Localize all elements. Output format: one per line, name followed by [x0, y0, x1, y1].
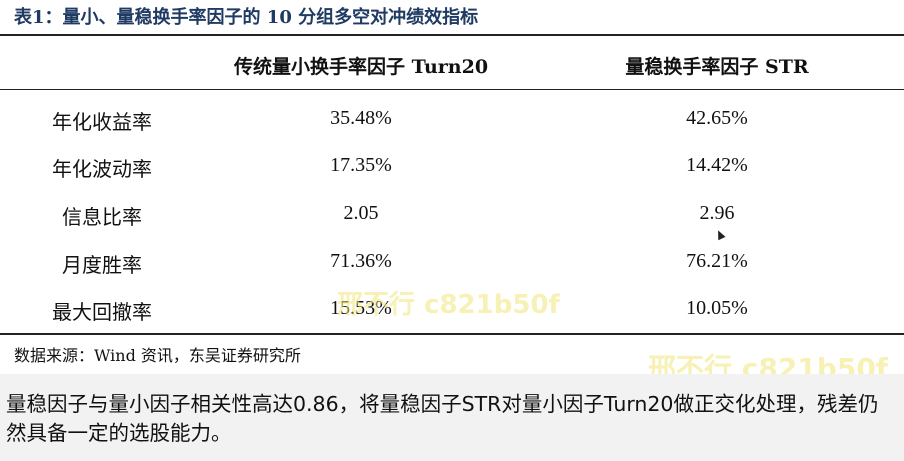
table-bottom-rule: [0, 333, 904, 335]
column-header-str: 量稳换手率因子 STR: [625, 56, 809, 78]
caption-text: 量稳因子与量小因子相关性高达0.86，将量稳因子STR对量小因子Turn20做正…: [6, 392, 879, 445]
caption-band: [0, 374, 904, 461]
cell-max-drawdown-str: 10.05%: [686, 297, 748, 319]
table-top-rule: [0, 34, 904, 36]
cell-information-ratio-str: 2.96: [699, 202, 735, 224]
data-source-note: 数据来源：Wind 资讯，东吴证券研究所: [14, 346, 301, 365]
cell-annual-return-turn20: 35.48%: [330, 107, 392, 129]
cell-max-drawdown-turn20: 15.53%: [330, 297, 392, 319]
column-header-turn20: 传统量小换手率因子 Turn20: [233, 56, 489, 78]
row-label-annual-volatility: 年化波动率: [52, 157, 152, 181]
table-header-rule: [0, 89, 904, 90]
cell-annual-volatility-str: 14.42%: [686, 154, 748, 176]
cell-information-ratio-turn20: 2.05: [343, 202, 379, 224]
mouse-cursor-icon: [714, 228, 726, 241]
cell-annual-volatility-turn20: 17.35%: [330, 154, 392, 176]
table-title: 表1：量小、量稳换手率因子的 10 分组多空对冲绩效指标: [14, 7, 479, 28]
cell-monthly-win-rate-turn20: 71.36%: [330, 250, 392, 272]
row-label-monthly-win-rate: 月度胜率: [62, 253, 142, 277]
row-label-annual-return: 年化收益率: [52, 110, 152, 134]
row-label-information-ratio: 信息比率: [62, 205, 142, 229]
row-label-max-drawdown: 最大回撤率: [52, 300, 152, 324]
cell-annual-return-str: 42.65%: [686, 107, 748, 129]
cell-monthly-win-rate-str: 76.21%: [686, 250, 748, 272]
